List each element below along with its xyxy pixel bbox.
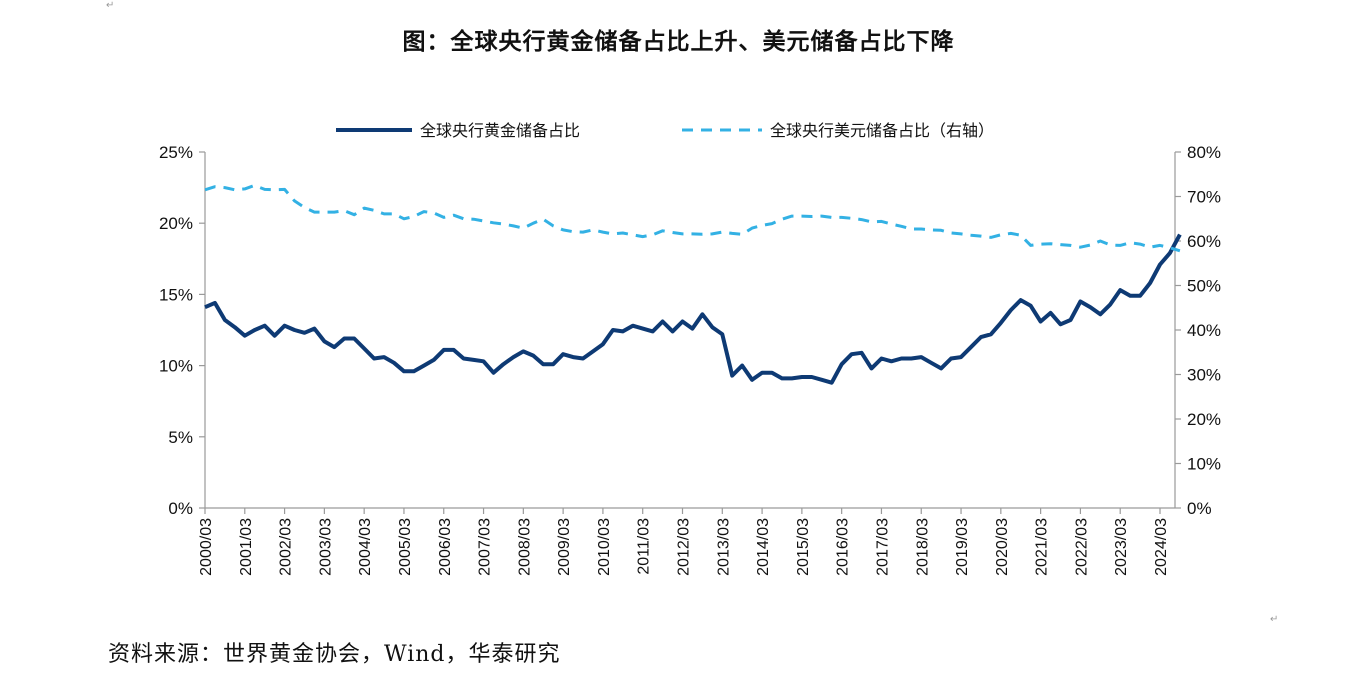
x-axis-tick-label: 2011/03 (636, 518, 653, 575)
left-axis-tick-label: 5% (168, 428, 193, 447)
x-axis-tick-label: 2001/03 (238, 518, 255, 576)
x-axis-tick-label: 2004/03 (357, 518, 374, 576)
x-axis-tick-label: 2008/03 (516, 518, 533, 576)
source-note: 资料来源：世界黄金协会，Wind，华泰研究 (108, 642, 561, 667)
x-axis-tick-label: 2000/03 (198, 518, 215, 576)
x-axis-tick-label: 2014/03 (755, 518, 772, 576)
x-axis-tick-label: 2009/03 (556, 518, 573, 576)
left-axis-tick-label: 20% (159, 214, 193, 233)
right-axis-tick-label: 20% (1187, 410, 1221, 429)
x-axis-tick-label: 2010/03 (596, 518, 613, 576)
x-axis-tick-label: 2013/03 (715, 518, 732, 576)
right-axis-tick-label: 30% (1187, 366, 1221, 385)
right-axis-tick-label: 80% (1187, 143, 1221, 162)
left-axis-tick-label: 25% (159, 143, 193, 162)
left-axis-tick-label: 0% (168, 499, 193, 518)
x-axis-tick-label: 2019/03 (954, 518, 971, 576)
x-axis-tick-label: 2006/03 (437, 518, 454, 576)
right-axis-tick-label: 70% (1187, 188, 1221, 207)
legend-label-usd: 全球央行美元储备占比（右轴） (770, 122, 994, 140)
right-axis-tick-label: 60% (1187, 232, 1221, 251)
x-axis-tick-label: 2015/03 (795, 518, 812, 576)
series-line-usd-share (204, 183, 1181, 253)
series-line-gold-share (204, 233, 1182, 385)
x-axis-tick-label: 2003/03 (317, 518, 334, 576)
x-axis-tick-label: 2012/03 (676, 518, 693, 576)
legend: 全球央行黄金储备占比 全球央行美元储备占比（右轴） (336, 122, 994, 140)
x-axis-tick-label: 2020/03 (994, 518, 1011, 576)
x-axis-tick-label: 2007/03 (477, 518, 494, 576)
x-axis-tick-label: 2002/03 (278, 518, 295, 576)
right-axis-tick-label: 40% (1187, 321, 1221, 340)
paragraph-mark: ↵ (106, 0, 115, 11)
x-axis-tick-label: 2005/03 (397, 518, 414, 576)
left-axis-tick-label: 15% (159, 285, 193, 304)
paragraph-mark: ↵ (1270, 614, 1279, 625)
x-axis-tick-label: 2021/03 (1034, 518, 1051, 576)
x-axis-tick-label: 2016/03 (835, 518, 852, 576)
x-axis-tick-label: 2024/03 (1153, 518, 1170, 576)
x-axis-tick-label: 2022/03 (1073, 518, 1090, 576)
legend-label-gold: 全球央行黄金储备占比 (420, 122, 580, 140)
left-axis-tick-label: 10% (159, 357, 193, 376)
figure-title: 图：全球央行黄金储备占比上升、美元储备占比下降 (402, 28, 955, 55)
right-axis-tick-label: 0% (1187, 499, 1212, 518)
x-axis-tick-label: 2023/03 (1113, 518, 1130, 576)
right-axis-tick-label: 10% (1187, 455, 1221, 474)
right-axis-tick-label: 50% (1187, 277, 1221, 296)
x-axis-tick-label: 2018/03 (914, 518, 931, 576)
x-axis-tick-label: 2017/03 (874, 518, 891, 576)
